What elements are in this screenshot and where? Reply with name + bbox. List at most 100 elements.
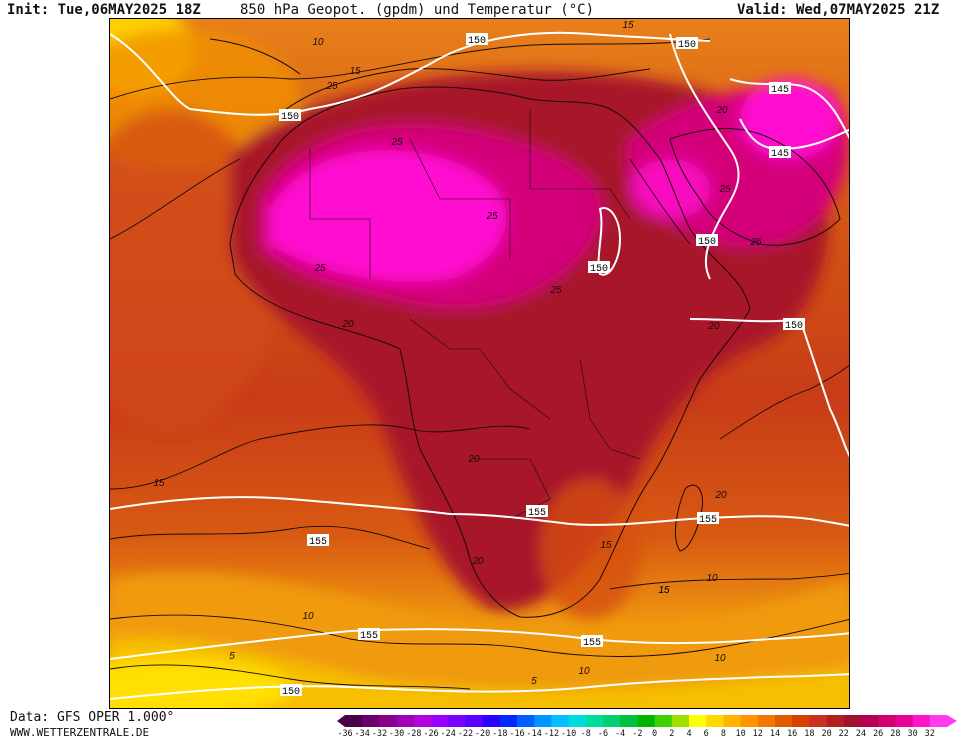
scale-arrow-low <box>337 715 345 727</box>
geopotential-label: 150 <box>783 318 805 332</box>
scale-swatch <box>482 715 501 727</box>
website-url: WWW.WETTERZENTRALE.DE <box>10 726 150 739</box>
scale-tick-label: -32 <box>371 729 388 739</box>
temperature-label: 20 <box>467 454 480 465</box>
temperature-contours <box>110 38 849 690</box>
geopotential-label: 150 <box>676 37 698 51</box>
temperature-label: 10 <box>302 611 314 622</box>
temperature-label: 20 <box>715 105 728 116</box>
scale-tick-label: -12 <box>543 729 560 739</box>
svg-text:150: 150 <box>468 36 486 47</box>
scale-tick-label: 14 <box>769 729 781 739</box>
geopotential-label: 155 <box>526 505 548 519</box>
temperature-label: 25 <box>485 211 498 222</box>
geopotential-labels: 150 1501501451451501501501551551551551551… <box>279 33 805 698</box>
scale-swatch <box>620 715 638 727</box>
temperature-label: 20 <box>714 490 727 501</box>
scale-swatch <box>792 715 810 727</box>
svg-text:150: 150 <box>785 321 803 332</box>
temperature-label: 20 <box>471 556 484 567</box>
scale-swatch <box>465 715 484 727</box>
temperature-label: 10 <box>714 653 726 664</box>
geopotential-label: 150 <box>588 261 610 275</box>
scale-tick-label: 16 <box>787 729 798 739</box>
scale-swatch <box>757 715 776 727</box>
scale-swatch <box>689 715 707 727</box>
scale-tick-label: 18 <box>804 729 815 739</box>
geopotential-label: 155 <box>581 635 603 649</box>
scale-tick-label: 28 <box>890 729 901 739</box>
scale-tick-label: -28 <box>406 729 422 739</box>
temperature-label: 15 <box>622 20 634 31</box>
geopotential-contours <box>110 31 849 700</box>
temperature-label: 20 <box>341 319 354 330</box>
scale-swatch <box>396 715 415 727</box>
scale-swatch <box>809 715 828 727</box>
scale-tick-label: 24 <box>855 729 867 739</box>
svg-text:145: 145 <box>771 149 789 160</box>
temperature-label: 15 <box>600 540 612 551</box>
scale-tick-label: 12 <box>752 729 763 739</box>
geopotential-label: 150 <box>279 109 301 123</box>
scale-swatch <box>654 715 673 727</box>
scale-tick-label: 4 <box>686 729 692 739</box>
geopotential-label: 155 <box>358 628 380 642</box>
scale-tick-label: -30 <box>388 729 405 739</box>
scale-tick-label: 32 <box>924 729 935 739</box>
temperature-label: 5 <box>531 676 537 687</box>
svg-text:150: 150 <box>281 112 299 123</box>
scale-tick-label: 26 <box>873 729 884 739</box>
scale-arrow-high <box>947 715 957 727</box>
svg-text:155: 155 <box>309 537 327 548</box>
data-source: Data: GFS OPER 1.000° <box>10 710 175 725</box>
scale-tick-label: 6 <box>703 729 709 739</box>
scale-tick-label: -34 <box>354 729 370 739</box>
scale-tick-label: -8 <box>580 729 591 739</box>
temperature-label: 10 <box>578 666 590 677</box>
scale-swatch <box>603 715 621 727</box>
scale-tick-label: -6 <box>597 729 609 739</box>
scale-tick-label: -20 <box>474 729 491 739</box>
scale-swatch <box>379 715 398 727</box>
geopotential-label: 150 <box>280 684 302 698</box>
geopotential-label: 150 <box>696 234 718 248</box>
scale-tick-label: -22 <box>457 729 474 739</box>
scale-swatch <box>568 715 587 727</box>
scale-tick-label: -18 <box>492 729 508 739</box>
scale-tick-label: 10 <box>735 729 746 739</box>
scale-swatch <box>775 715 793 727</box>
svg-text:155: 155 <box>360 631 378 642</box>
scale-swatch <box>671 715 690 727</box>
scale-swatch <box>843 715 862 727</box>
scale-swatch <box>551 715 570 727</box>
temperature-label: 25 <box>325 81 338 92</box>
scale-swatch <box>534 715 552 727</box>
scale-swatch <box>362 715 380 727</box>
svg-text:155: 155 <box>583 638 601 649</box>
scale-swatch <box>740 715 759 727</box>
scale-tick-label: 22 <box>838 729 849 739</box>
weather-map: 150 150 150 145 145 150 150 150 155 155 155 155 155 1… <box>109 18 850 709</box>
scale-swatch <box>637 715 656 727</box>
svg-text:150: 150 <box>678 40 696 51</box>
scale-tick-label: 2 <box>669 729 675 739</box>
scale-swatch <box>723 715 742 727</box>
geopotential-label: 155 <box>307 534 329 548</box>
temperature-label: 15 <box>153 478 165 489</box>
scale-tick-label: -24 <box>440 729 456 739</box>
geopotential-label: 150 <box>466 33 488 47</box>
temperature-label: 5 <box>229 651 235 662</box>
scale-swatch <box>861 715 879 727</box>
coastlines <box>209 38 841 618</box>
scale-tick-label: -26 <box>423 729 439 739</box>
scale-swatch <box>413 715 432 727</box>
svg-text:145: 145 <box>771 85 789 96</box>
geopotential-label: 145 <box>769 146 791 160</box>
temperature-label: 25 <box>549 285 562 296</box>
scale-tick-label: -2 <box>632 729 643 739</box>
color-scale <box>337 713 959 733</box>
svg-text:155: 155 <box>528 508 546 519</box>
scale-tick-label: -36 <box>337 729 353 739</box>
scale-tick-label: -14 <box>526 729 542 739</box>
scale-swatch <box>517 715 535 727</box>
